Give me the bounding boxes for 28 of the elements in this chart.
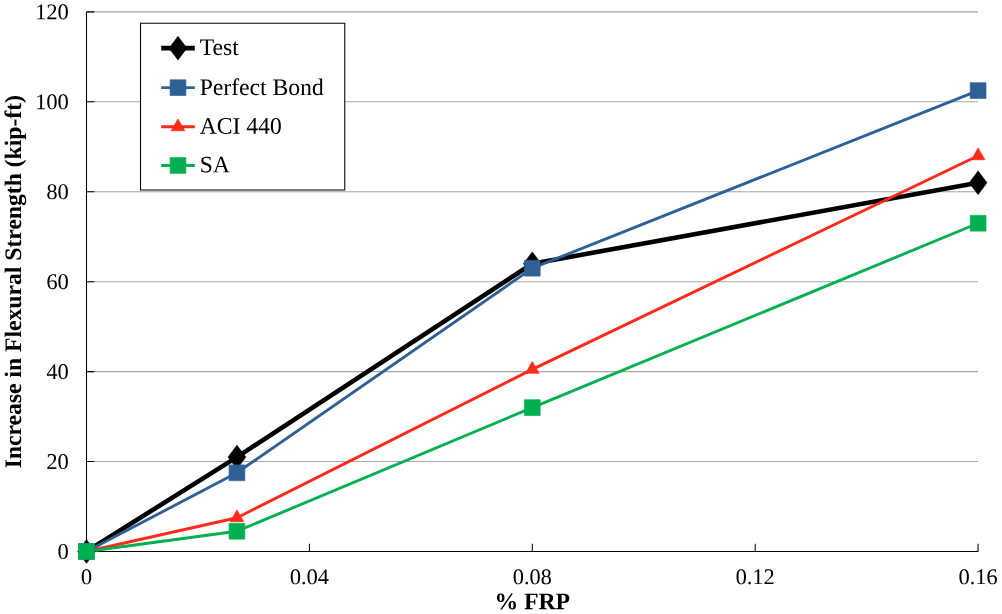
y-tick-label: 60 — [47, 274, 68, 290]
y-tick-label: 120 — [37, 4, 68, 20]
x-tick-label: 0.04 — [290, 569, 329, 585]
x-axis-title: % FRP — [496, 593, 570, 610]
legend-label: SA — [201, 156, 230, 173]
point — [969, 215, 987, 232]
point — [228, 523, 246, 540]
x-tick-label: 0.08 — [513, 569, 551, 585]
x-tick-label: 0 — [81, 569, 92, 585]
y-tick-label: 100 — [37, 94, 68, 110]
legend-label: Test — [200, 39, 239, 56]
point — [968, 170, 988, 195]
point — [229, 509, 245, 523]
point — [969, 82, 987, 99]
legend-label: Perfect Bond — [200, 78, 324, 96]
x-tick-label: 0.12 — [736, 569, 774, 585]
legend-label: ACI 440 — [199, 118, 281, 134]
point — [524, 399, 541, 416]
x-tick-label: 0.16 — [959, 569, 997, 585]
y-tick-label: 20 — [47, 454, 68, 470]
point — [970, 147, 986, 161]
y-tick-label: 80 — [47, 184, 68, 200]
point — [525, 361, 540, 374]
point — [524, 260, 541, 277]
y-tick-label: 0 — [58, 544, 68, 560]
y-tick-label: 40 — [46, 364, 68, 380]
y-axis-title: Increase in Flexural Strength (kip-ft) — [4, 96, 27, 468]
point — [228, 464, 246, 482]
